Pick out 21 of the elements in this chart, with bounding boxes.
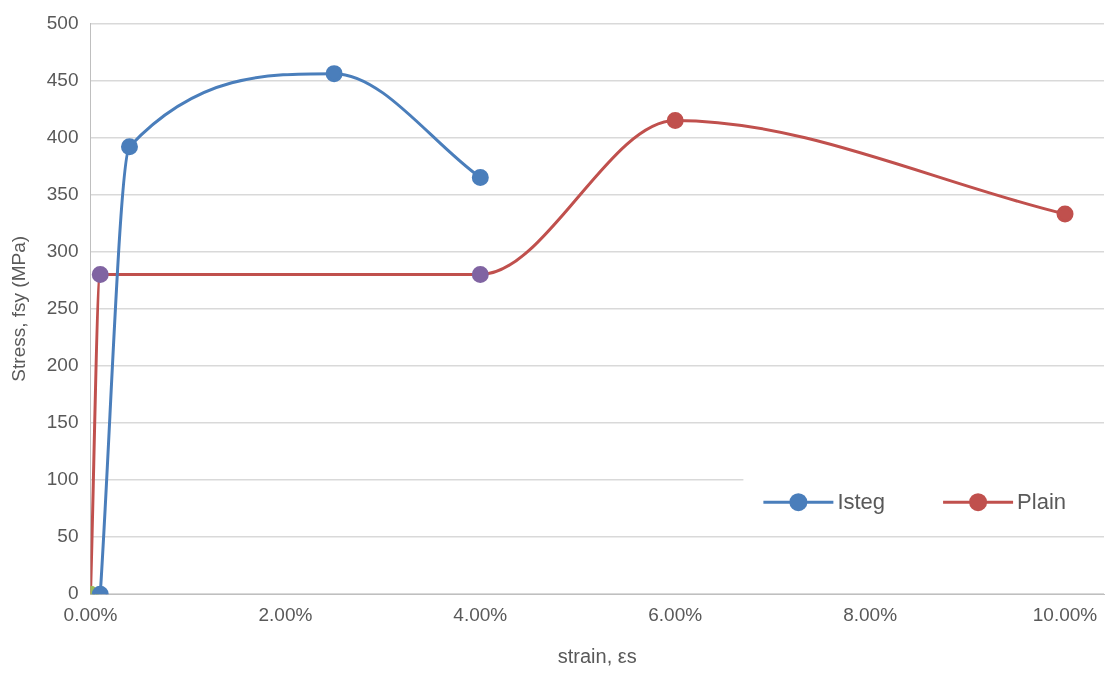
y-axis-title: Stress, fsy (MPa): [7, 235, 29, 382]
y-tick-label: 150: [46, 411, 79, 433]
legend-label: Plain: [1017, 489, 1066, 515]
y-tick-label: 500: [46, 11, 79, 33]
y-tick-label: 300: [46, 239, 79, 261]
y-tick-label: 0: [67, 582, 79, 604]
y-tick-label: 250: [46, 297, 79, 319]
x-tick-label: 4.00%: [453, 603, 508, 625]
x-axis-title: strain, εs: [557, 644, 637, 667]
y-tick-label: 50: [57, 525, 79, 547]
y-tick-label: 200: [46, 354, 79, 376]
y-tick-label: 350: [46, 182, 79, 204]
x-tick-label: 6.00%: [648, 603, 703, 625]
x-tick-label: 8.00%: [843, 603, 898, 625]
x-tick-label: 10.00%: [1032, 603, 1098, 625]
y-tick-label: 400: [46, 125, 79, 147]
y-tick-label: 100: [46, 468, 79, 490]
legend-label: Isteg: [837, 489, 886, 515]
x-tick-label: 0.00%: [63, 603, 118, 625]
x-tick-label: 2.00%: [258, 603, 313, 625]
y-tick-label: 450: [46, 68, 79, 90]
